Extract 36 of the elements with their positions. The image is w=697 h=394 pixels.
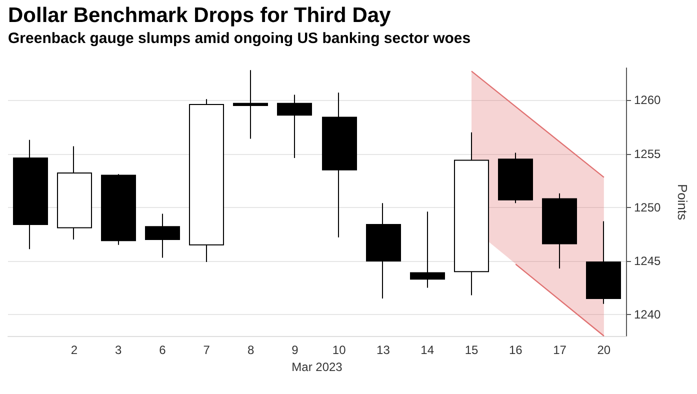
chart-title: Dollar Benchmark Drops for Third Day bbox=[8, 4, 391, 28]
candlestick bbox=[322, 92, 357, 238]
x-tick-label: 13 bbox=[376, 343, 390, 357]
x-tick-label: 10 bbox=[332, 343, 346, 357]
x-tick-label: 15 bbox=[464, 343, 478, 357]
candlestick bbox=[454, 132, 489, 296]
candlestick bbox=[145, 213, 180, 258]
candlestick bbox=[277, 94, 312, 159]
candlestick bbox=[410, 211, 445, 288]
y-tick-label: 1240 bbox=[634, 308, 662, 322]
candlestick bbox=[542, 192, 577, 269]
candlestick bbox=[366, 202, 401, 299]
candlestick bbox=[586, 220, 621, 304]
candlestick bbox=[101, 174, 136, 246]
x-tick-label: 17 bbox=[553, 343, 567, 357]
x-tick-label: 3 bbox=[115, 343, 122, 357]
candlestick bbox=[498, 152, 533, 204]
x-tick-label: 20 bbox=[597, 343, 611, 357]
x-tick-label: 6 bbox=[159, 343, 166, 357]
candlestick bbox=[189, 98, 224, 263]
x-tick-label: 8 bbox=[247, 343, 254, 357]
y-tick-label: 1250 bbox=[634, 200, 662, 214]
x-tick-label: 2 bbox=[70, 343, 78, 357]
y-tick-label: 1255 bbox=[634, 146, 662, 161]
x-tick-label: 7 bbox=[203, 343, 210, 357]
y-axis-title: Points bbox=[675, 184, 690, 221]
x-axis-title: Mar 2023 bbox=[292, 360, 343, 374]
candlestick bbox=[13, 139, 48, 250]
x-tick-label: 9 bbox=[292, 343, 299, 357]
x-tick-label: 14 bbox=[420, 343, 434, 357]
x-tick-label: 16 bbox=[508, 343, 523, 357]
y-tick-label: 1245 bbox=[634, 254, 662, 268]
chart-subtitle: Greenback gauge slumps amid ongoing US banking sector woes bbox=[8, 30, 471, 47]
candlestick bbox=[233, 70, 268, 140]
y-tick-label: 1260 bbox=[634, 93, 662, 108]
candlestick bbox=[57, 146, 92, 240]
